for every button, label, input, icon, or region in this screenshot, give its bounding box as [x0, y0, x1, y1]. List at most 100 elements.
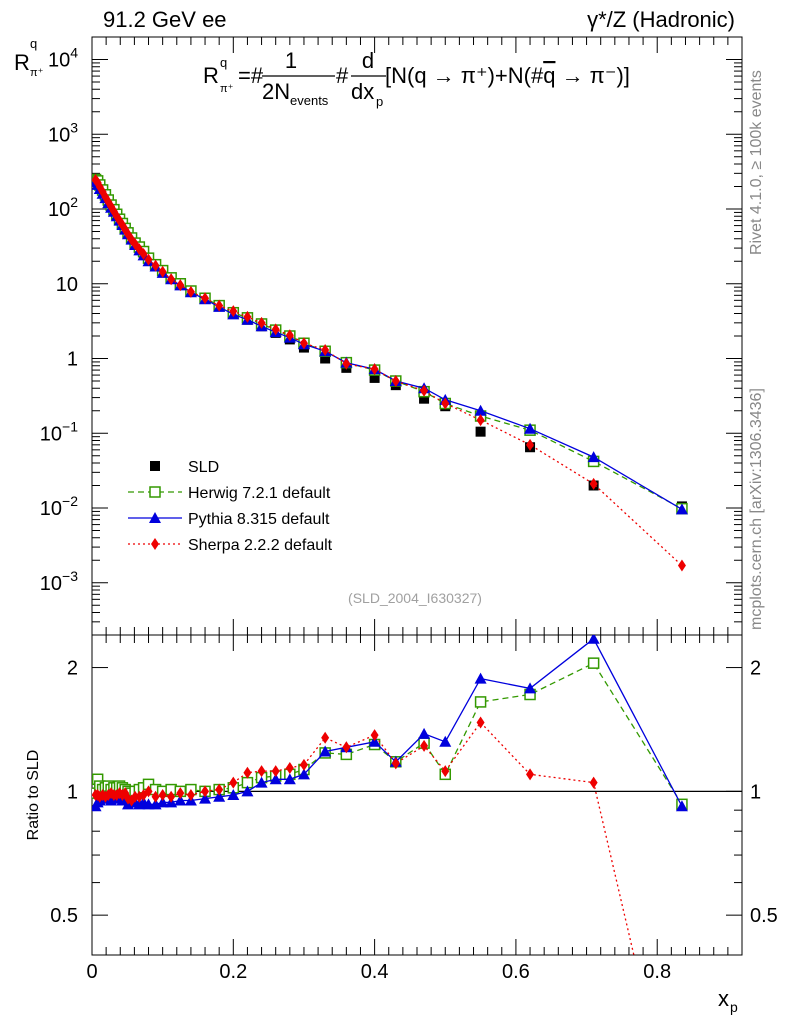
legend-marker: [150, 461, 160, 471]
data-point: [144, 253, 153, 266]
data-point: [420, 384, 429, 397]
data-point: [167, 790, 176, 803]
svg-text:d: d: [362, 48, 374, 73]
data-point: [257, 765, 266, 778]
data-point: [391, 757, 400, 770]
data-point: [675, 503, 688, 515]
legend-marker: [149, 486, 161, 498]
data-point: [215, 299, 224, 312]
data-point: [201, 292, 210, 305]
data-point: [320, 353, 331, 364]
data-point: [255, 776, 268, 788]
data-point: [213, 790, 226, 802]
data-point: [158, 265, 167, 278]
svg-text:π⁺: π⁺: [30, 67, 44, 79]
legend: SLD Herwig 7.2.1 default Pythia 8.315 defa…: [128, 459, 333, 554]
data-point: [370, 363, 379, 376]
data-point: [369, 372, 380, 383]
data-point: [229, 305, 238, 318]
y-tick-label: 2: [67, 658, 78, 680]
data-point: [241, 785, 254, 797]
data-point: [441, 765, 450, 778]
data-point: [391, 375, 400, 388]
svg-text:q: q: [30, 36, 37, 51]
energy-label: 91.2 GeV ee: [103, 7, 227, 32]
svg-text:p: p: [730, 999, 738, 1015]
svg-text:R: R: [14, 50, 30, 75]
data-point: [257, 316, 266, 329]
data-point: [321, 343, 330, 356]
data-point: [368, 735, 381, 747]
data-point: [186, 285, 195, 298]
data-point: [174, 794, 187, 806]
data-point: [151, 790, 160, 803]
y-tick-label: 10: [56, 274, 78, 296]
series-line: [95, 721, 635, 955]
qbar: q: [543, 63, 555, 88]
y-tick-label: 10−3: [40, 568, 78, 595]
x-tick-label: 0: [86, 961, 97, 983]
data-point: [299, 758, 308, 771]
data-point: [524, 422, 537, 434]
data-point: [269, 773, 282, 785]
data-point: [144, 785, 153, 798]
data-point: [418, 727, 431, 739]
data-point: [243, 766, 252, 779]
data-point: [229, 776, 238, 789]
svg-text:p: p: [376, 94, 383, 109]
data-point: [299, 337, 308, 350]
data-point: [201, 785, 210, 798]
legend-label: Pythia 8.315 default: [188, 511, 330, 528]
legend-label: Sherpa 2.2.2 default: [188, 537, 333, 554]
x-tick-label: 0.6: [502, 961, 530, 983]
data-point: [439, 735, 452, 747]
data-point: [131, 790, 140, 803]
data-point: [176, 279, 185, 292]
data-point: [370, 729, 379, 742]
data-point: [587, 451, 600, 463]
y-tick-label: 10−2: [40, 493, 78, 520]
data-point: [158, 788, 167, 801]
svg-text:π⁺: π⁺: [220, 83, 234, 95]
rivet-label: Rivet 4.1.0, ≥ 100k events: [748, 70, 765, 255]
data-point: [587, 635, 600, 644]
data-point: [121, 223, 130, 236]
y-tick-label: 102: [48, 194, 78, 221]
data-point: [589, 776, 598, 789]
y-axis-title: R q π⁺: [14, 36, 44, 79]
data-point: [285, 329, 294, 342]
data-point: [156, 796, 169, 808]
data-point: [474, 696, 487, 708]
svg-text:dx: dx: [351, 79, 374, 104]
y-tick-label-right: 0.5: [750, 905, 778, 927]
legend-entry: Pythia 8.315 default: [128, 511, 330, 528]
data-point: [526, 438, 535, 451]
data-point: [243, 310, 252, 323]
data-point: [271, 765, 280, 778]
data-point: [167, 273, 176, 286]
data-point: [285, 761, 294, 774]
data-point: [199, 792, 212, 804]
data-point: [283, 773, 296, 785]
ratio-axis-title: Ratio to SLD: [25, 750, 42, 841]
analysis-id-label: (SLD_2004_I630327): [348, 590, 482, 606]
legend-marker: [151, 538, 159, 550]
data-point: [176, 787, 185, 800]
formula: R q π⁺ =# 1 2N events # d dx p [N(q → π⁺…: [203, 48, 630, 109]
data-point: [474, 672, 487, 684]
y-tick-label-right: 1: [750, 781, 761, 803]
data-point: [524, 682, 537, 694]
y-tick-label: 104: [48, 45, 78, 72]
y-tick-label-right: 2: [750, 658, 761, 680]
svg-text:R: R: [203, 63, 219, 88]
svg-text:2N: 2N: [262, 79, 290, 104]
data-point: [227, 788, 240, 800]
data-point: [476, 716, 485, 729]
data-point: [677, 559, 686, 572]
legend-marker: [149, 512, 161, 523]
y-tick-label: 103: [48, 119, 78, 146]
data-point: [297, 768, 310, 780]
data-point: [321, 731, 330, 744]
y-tick-label: 1: [67, 781, 78, 803]
